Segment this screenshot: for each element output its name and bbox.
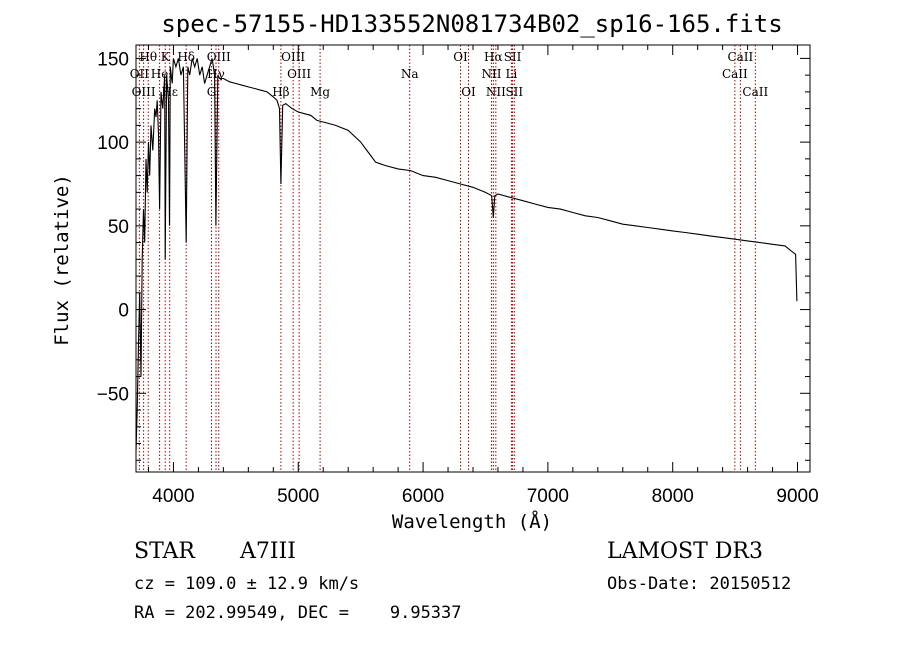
line-label-22: SII [505, 85, 523, 99]
x-tick-label-2: 6000 [402, 486, 444, 507]
line-label-16: OI [461, 85, 476, 99]
object-subclass: A7III [240, 539, 296, 564]
line-label-7: G [207, 85, 217, 99]
line-label-5: Hε [161, 85, 178, 99]
line-label-11: OIII [281, 50, 305, 64]
line-label-4: K [161, 50, 171, 64]
plot-frame [135, 44, 811, 473]
x-tick-label-5: 9000 [776, 486, 818, 507]
line-label-9: OIII [207, 50, 231, 64]
y-tick-label-0: −50 [97, 384, 129, 405]
line-label-18: NII [481, 67, 501, 81]
y-axis-label: Flux (relative) [51, 174, 73, 346]
y-tick-label-1: 0 [118, 301, 129, 322]
line-labels: Hθ OII OIII He K Hε Hδ G Hγ OIII Hβ OIII OIII Mg Na OI O… [130, 50, 769, 99]
spectrum-series [135, 58, 798, 452]
line-label-23: CaII [727, 50, 753, 64]
line-label-17: Hα [484, 50, 503, 64]
y-tick-label-4: 150 [97, 49, 129, 70]
line-label-13: Mg [310, 85, 330, 99]
line-label-8: Hγ [207, 67, 225, 81]
x-tick-label-0: 4000 [152, 486, 194, 507]
line-label-15: OI [453, 50, 468, 64]
observation-date: Obs-Date: 20150512 [607, 574, 792, 594]
y-tick-label-2: 50 [108, 217, 129, 238]
x-tick-label-3: 7000 [527, 486, 569, 507]
ra-dec: RA = 202.99549, DEC = 9.95337 [134, 603, 462, 623]
line-label-12: OIII [287, 67, 311, 81]
x-axis-label: Wavelength (Å) [392, 510, 552, 533]
redshift-cz: cz = 109.0 ± 12.9 km/s [134, 574, 360, 594]
line-label-20: SII [504, 50, 522, 64]
x-tick-label-1: 5000 [277, 486, 319, 507]
survey-name: LAMOST DR3 [607, 539, 763, 564]
y-tick-label-3: 100 [97, 133, 129, 154]
object-class: STAR [134, 539, 195, 564]
line-label-21: Li [506, 67, 518, 81]
line-label-6: Hδ [177, 50, 195, 64]
line-label-19: NII [486, 85, 506, 99]
line-label-3: He [151, 67, 169, 81]
x-tick-label-4: 8000 [652, 486, 694, 507]
chart-title: spec-57155-HD133552N081734B02_sp16-165.f… [161, 10, 782, 38]
line-label-2: OIII [132, 85, 156, 99]
line-label-14: Na [401, 67, 419, 81]
axis-ticks: 4000 5000 6000 7000 8000 9000 −50 0 50 100 150 [97, 45, 819, 507]
spectrum-line-0 [135, 58, 798, 452]
line-label-10: Hβ [272, 85, 289, 99]
line-label-1: OII [130, 67, 150, 81]
line-label-25: CaII [742, 85, 768, 99]
line-label-0: Hθ [139, 50, 157, 64]
line-label-24: CaII [722, 67, 748, 81]
line-markers [138, 45, 756, 472]
